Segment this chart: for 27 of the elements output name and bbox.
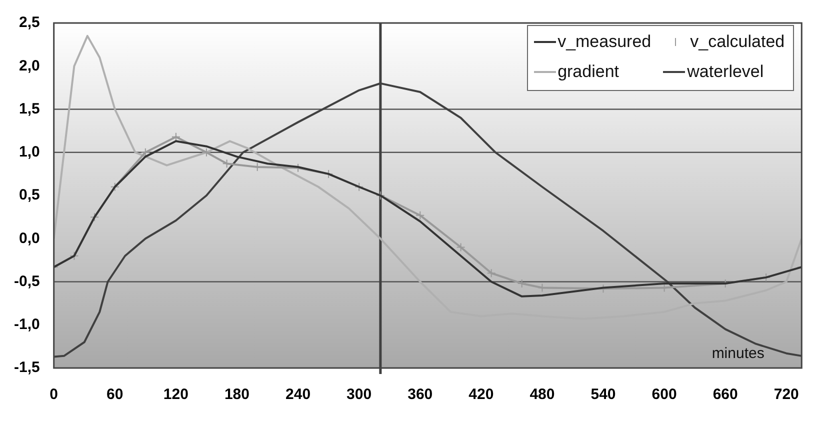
x-tick-label: 60 [106,386,124,404]
y-tick-label: 2,0 [18,57,40,74]
x-tick-label: 180 [224,386,250,404]
x-axis-title: minutes [712,345,764,362]
x-tick-label: 420 [468,386,494,404]
y-tick-label: 0,0 [18,230,40,247]
y-tick-label: 1,0 [18,144,40,161]
legend-label: v_measured [558,32,652,52]
y-tick-label: -1,0 [14,316,40,334]
legend-label: v_calculated [690,32,785,52]
y-tick-label: 0,5 [18,186,40,204]
x-tick-label: 120 [163,386,188,404]
legend-label: gradient [558,62,619,82]
x-tick-label: 0 [50,386,58,404]
y-tick-label: 2,5 [18,14,40,32]
x-tick-label: 240 [286,386,311,404]
x-tick-label: 600 [652,386,677,404]
x-tick-label: 360 [408,386,433,404]
y-tick-label: -1,5 [14,359,40,376]
x-tick-label: 660 [712,386,738,404]
x-tick-label: 540 [590,386,616,404]
x-tick-label: 480 [530,386,555,404]
legend-label: waterlevel [687,62,764,82]
y-tick-label: 1,5 [18,100,40,118]
y-tick-label: -0,5 [14,272,40,290]
x-tick-label: 300 [346,386,372,404]
x-tick-label: 720 [774,386,799,404]
